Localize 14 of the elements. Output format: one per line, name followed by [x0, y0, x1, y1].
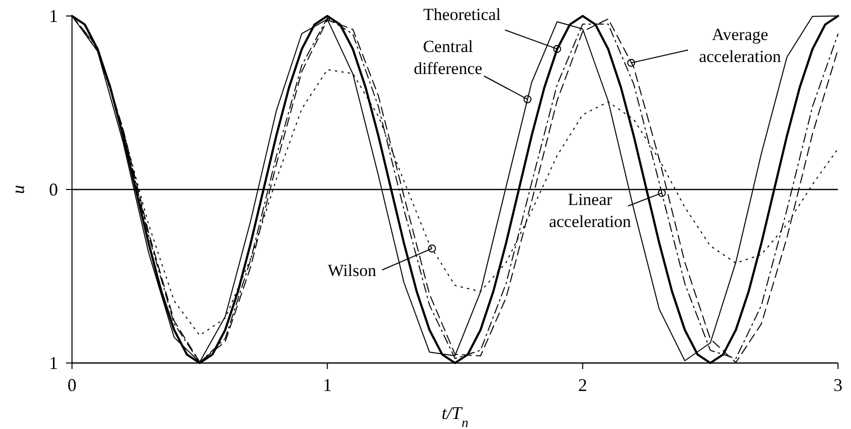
annotation: Wilson	[328, 261, 377, 280]
x-tick-label: 1	[322, 375, 332, 395]
annotation: Central difference	[414, 37, 482, 78]
x-tick-label: 0	[68, 375, 76, 395]
annotation: Theoretical	[423, 5, 501, 24]
annotation: Linear acceleration	[548, 190, 632, 231]
y-tick-label: 1	[49, 353, 58, 373]
x-tick-label: 3	[834, 375, 842, 395]
annotation: Average acceleration	[698, 25, 782, 66]
y-tick-label: 1	[49, 6, 58, 26]
y-axis-title: u	[8, 185, 28, 194]
x-axis-title: t/T$_{n}$	[442, 403, 469, 429]
y-tick-label: 0	[49, 180, 58, 200]
x-tick-label: 2	[578, 375, 588, 395]
